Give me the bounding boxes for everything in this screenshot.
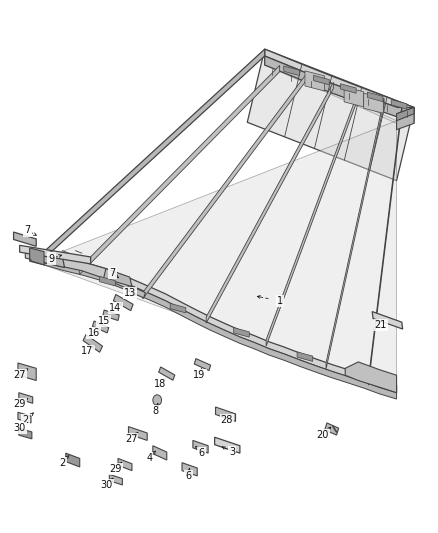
Text: 14: 14	[110, 303, 121, 313]
Polygon shape	[44, 252, 396, 393]
Text: 17: 17	[81, 346, 94, 357]
Polygon shape	[391, 100, 407, 109]
Polygon shape	[30, 248, 44, 265]
Polygon shape	[20, 245, 91, 264]
Polygon shape	[153, 446, 167, 460]
Polygon shape	[66, 453, 80, 467]
Text: 30: 30	[101, 480, 113, 490]
Text: 6: 6	[185, 471, 191, 481]
Polygon shape	[297, 352, 313, 361]
Polygon shape	[364, 93, 383, 114]
Polygon shape	[19, 393, 33, 403]
Polygon shape	[113, 294, 133, 311]
Text: 3: 3	[229, 447, 235, 457]
Polygon shape	[143, 74, 307, 299]
Polygon shape	[372, 312, 403, 329]
Polygon shape	[215, 437, 240, 453]
Polygon shape	[193, 440, 208, 453]
Circle shape	[153, 395, 162, 406]
Text: 8: 8	[153, 406, 159, 416]
Polygon shape	[284, 66, 300, 76]
Polygon shape	[14, 232, 36, 246]
Text: 18: 18	[154, 379, 166, 389]
Text: 9: 9	[48, 254, 54, 263]
Polygon shape	[30, 248, 44, 265]
Polygon shape	[103, 310, 119, 320]
Polygon shape	[325, 423, 339, 435]
Polygon shape	[265, 49, 414, 114]
Polygon shape	[367, 92, 383, 102]
Polygon shape	[92, 321, 109, 333]
Polygon shape	[194, 359, 211, 370]
Polygon shape	[314, 75, 329, 85]
Text: 16: 16	[88, 328, 100, 338]
Text: 7: 7	[25, 225, 31, 236]
Polygon shape	[118, 458, 132, 471]
Text: 29: 29	[109, 464, 122, 474]
Polygon shape	[266, 90, 359, 346]
Text: 2: 2	[59, 458, 65, 467]
Polygon shape	[19, 428, 32, 439]
Polygon shape	[104, 269, 132, 287]
Text: 21: 21	[375, 320, 387, 330]
Polygon shape	[129, 286, 145, 298]
Polygon shape	[182, 463, 197, 476]
Polygon shape	[247, 49, 414, 181]
Polygon shape	[170, 303, 186, 313]
Polygon shape	[326, 98, 384, 369]
Polygon shape	[159, 367, 175, 380]
Polygon shape	[345, 362, 396, 393]
Polygon shape	[100, 277, 115, 286]
Text: 29: 29	[14, 399, 26, 409]
Text: 27: 27	[14, 370, 26, 380]
Text: 15: 15	[98, 316, 110, 326]
Polygon shape	[206, 82, 333, 323]
Polygon shape	[44, 62, 396, 393]
Polygon shape	[79, 66, 279, 274]
Text: 2: 2	[22, 415, 28, 425]
Polygon shape	[18, 363, 36, 381]
Polygon shape	[110, 474, 122, 485]
Text: 30: 30	[14, 423, 26, 433]
Polygon shape	[340, 84, 356, 93]
Polygon shape	[396, 108, 414, 130]
Polygon shape	[83, 335, 102, 352]
Polygon shape	[396, 108, 414, 120]
Polygon shape	[18, 413, 31, 423]
Polygon shape	[44, 49, 265, 259]
Polygon shape	[128, 426, 147, 440]
Polygon shape	[215, 407, 236, 421]
Text: 13: 13	[124, 288, 136, 298]
Polygon shape	[344, 87, 364, 107]
Text: 19: 19	[193, 370, 205, 380]
Text: 20: 20	[316, 430, 329, 440]
Text: 7: 7	[109, 268, 116, 278]
Text: 27: 27	[125, 434, 138, 444]
Text: 1: 1	[277, 296, 283, 306]
Polygon shape	[368, 104, 402, 385]
Text: 4: 4	[146, 454, 152, 463]
Polygon shape	[233, 328, 249, 337]
Polygon shape	[25, 251, 130, 289]
Polygon shape	[265, 56, 414, 123]
Text: 28: 28	[221, 415, 233, 425]
Polygon shape	[305, 71, 325, 91]
Text: 6: 6	[198, 448, 205, 458]
Polygon shape	[30, 248, 64, 268]
Polygon shape	[44, 259, 396, 399]
